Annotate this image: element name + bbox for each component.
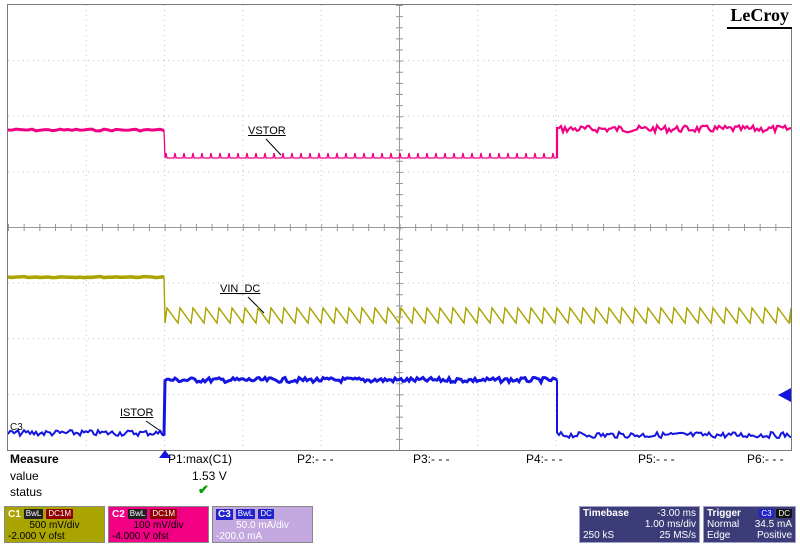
channel-c3-box[interactable]: C3 BwL DC 50.0 mA/div -200.0 mA [212, 506, 313, 543]
channel-c1-coupling-badge: DC1M [46, 509, 74, 519]
trace-vin_dc [8, 274, 165, 280]
trigger-level: 34.5 mA [754, 519, 792, 530]
trigger-source-badge: C3 [759, 509, 774, 518]
timebase-rate: 25 MS/s [659, 530, 696, 541]
measure-title: Measure [10, 452, 59, 466]
c3-channel-marker: C3 [10, 422, 23, 433]
trigger-row2: Normal 34.5 mA [707, 519, 792, 530]
trace-vin_dc [163, 276, 791, 325]
waveform-plot [8, 5, 791, 450]
trace-vstor [555, 123, 791, 158]
istor-trace-label: ISTOR [120, 407, 154, 419]
channel-c1-offset: -2.000 V ofst [8, 531, 65, 542]
lecroy-logo: LeCroy [727, 5, 792, 29]
channel-c2-box[interactable]: C2 BwL DC1M 100 mV/div -4.000 V ofst [108, 506, 209, 543]
measure-param-p6[interactable]: P6:- - - [747, 452, 784, 466]
channel-c2-coupling-badge: DC1M [150, 509, 178, 519]
vindc-trace-label: VIN_DC [220, 283, 261, 295]
trace-vstor [8, 127, 165, 133]
trace-istor [8, 428, 165, 438]
trigger-box[interactable]: Trigger C3 DC Normal 34.5 mA Edge Positi… [703, 506, 796, 543]
measure-param-p2[interactable]: P2:- - - [297, 452, 334, 466]
measure-value-label: value [10, 469, 39, 483]
timebase-per-div: 1.00 ms/div [644, 519, 696, 530]
channel-c3-bwl-badge: BwL [235, 509, 256, 519]
trigger-type: Edge [707, 530, 731, 541]
channel-c1-scale: 500 mV/div [29, 520, 80, 531]
measure-status-label: status [10, 485, 43, 499]
waveform-display: VSTOR VIN_DC ISTOR C3 [7, 4, 792, 451]
trigger-source-group: C3 DC [759, 508, 792, 519]
vstor-trace-label: VSTOR [248, 125, 286, 137]
trace-istor [556, 379, 791, 440]
measure-param-p5[interactable]: P5:- - - [638, 452, 675, 466]
trigger-level-marker[interactable] [778, 388, 791, 402]
channel-c3-scale: 50.0 mA/div [236, 520, 289, 531]
measure-p1-status: ✔ [198, 482, 209, 497]
trace-vstor [163, 130, 557, 159]
channel-c2-scale: 100 mV/div [133, 520, 184, 531]
measure-param-p1[interactable]: P1:max(C1) [168, 452, 233, 466]
trigger-row1: Trigger C3 DC [707, 508, 792, 519]
timebase-offset: -3.00 ms [657, 508, 696, 519]
vstor-label-pointer [265, 138, 282, 156]
channel-c3-coupling-badge: DC [258, 509, 274, 519]
trace-istor [162, 374, 558, 436]
trigger-row3: Edge Positive [707, 530, 792, 541]
channel-c2-header: C2 BwL DC1M [112, 508, 205, 520]
channel-c1-id: C1 [8, 508, 21, 520]
timebase-box[interactable]: Timebase -3.00 ms 1.00 ms/div 250 kS 25 … [579, 506, 700, 543]
measure-p1-value: 1.53 V [192, 469, 227, 483]
timebase-row3: 250 kS 25 MS/s [583, 530, 696, 541]
channel-c1-bwl-badge: BwL [23, 509, 44, 519]
timebase-row2: 1.00 ms/div [583, 519, 696, 530]
channel-c1-box[interactable]: C1 BwL DC1M 500 mV/div -2.000 V ofst [4, 506, 105, 543]
channel-c3-offset: -200.0 mA [216, 531, 263, 542]
trigger-slope: Positive [756, 530, 792, 541]
channel-c3-header: C3 BwL DC [216, 508, 309, 520]
channel-c2-bwl-badge: BwL [127, 509, 148, 519]
vindc-label-pointer [247, 296, 265, 314]
channel-c2-id: C2 [112, 508, 125, 520]
timebase-samples: 250 kS [583, 530, 615, 541]
trigger-mode: Normal [707, 519, 740, 530]
channel-c3-id: C3 [216, 508, 233, 520]
trigger-coupling-badge: DC [776, 509, 792, 518]
measure-param-p4[interactable]: P4:- - - [526, 452, 563, 466]
timebase-title: Timebase [583, 508, 629, 519]
trigger-title: Trigger [707, 508, 741, 519]
channel-c1-header: C1 BwL DC1M [8, 508, 101, 520]
measure-param-p3[interactable]: P3:- - - [413, 452, 450, 466]
trigger-time-marker[interactable] [159, 450, 171, 458]
channel-c2-offset: -4.000 V ofst [112, 531, 169, 542]
timebase-row1: Timebase -3.00 ms [583, 508, 696, 519]
